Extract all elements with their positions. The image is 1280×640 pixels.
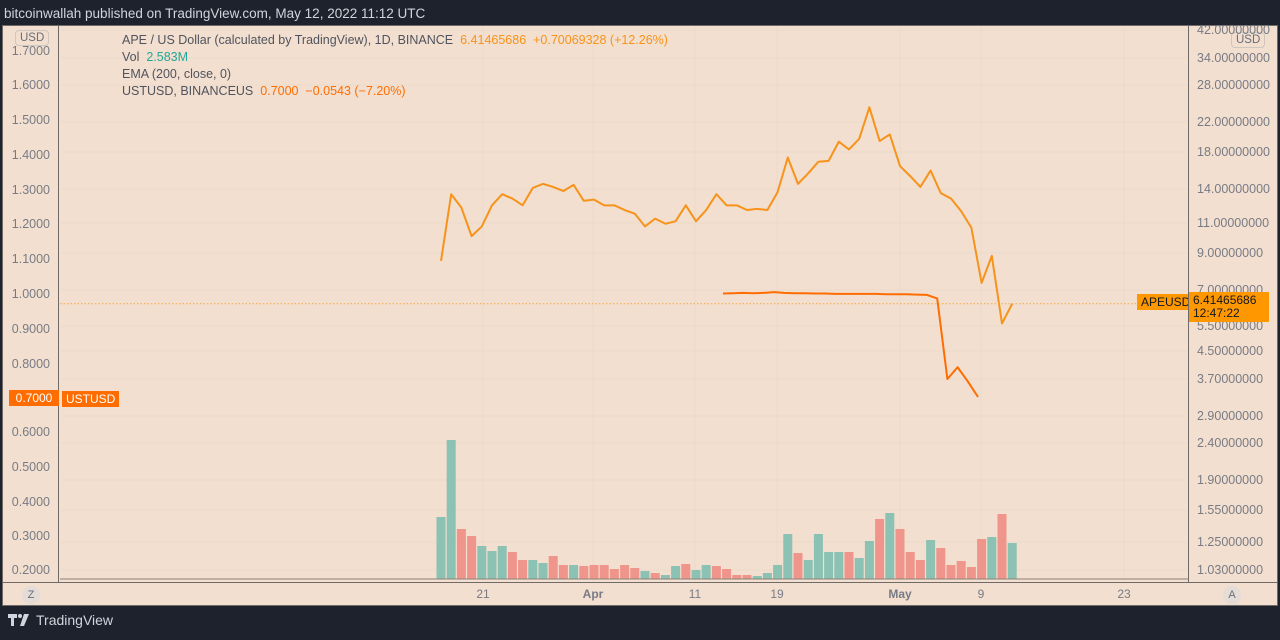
left-axis-tick: 0.2000 (11, 563, 50, 577)
left-axis-tick: 0.6000 (11, 425, 50, 439)
right-axis-tick: 1.03000000 (1197, 563, 1264, 577)
right-axis-tick: 42.00000000 (1197, 23, 1270, 37)
legend-ema[interactable]: EMA (200, close, 0) (122, 66, 668, 83)
left-axis-tick: 0.4000 (11, 495, 50, 509)
left-axis-tick: 0.3000 (11, 529, 50, 543)
legend-ust[interactable]: USTUSD, BINANCEUS 0.7000 −0.0543 (−7.20%… (122, 83, 668, 100)
right-price-axis[interactable]: USD 42.00000000 34.00000000 28.00000000 22.… (1188, 23, 1278, 582)
right-axis-tick: 28.00000000 (1197, 78, 1270, 92)
left-axis-tick: 1.3000 (11, 183, 50, 197)
right-axis-tick: 11.00000000 (1197, 216, 1270, 230)
ape-price: 6.41465686 (460, 33, 527, 47)
left-axis-tick: 0.5000 (11, 460, 50, 474)
time-axis-tick: May (888, 587, 912, 601)
right-axis-tick: 2.40000000 (1197, 436, 1264, 450)
ustusd-line-label: USTUSD (62, 391, 120, 407)
left-axis-tick: 1.1000 (11, 252, 50, 266)
right-axis-tick: 9.00000000 (1197, 246, 1264, 260)
ape-change: +0.70069328 (+12.26%) (533, 33, 668, 47)
time-axis-tick: 9 (977, 587, 985, 601)
apeusd-line-label: APEUSD (1137, 294, 1195, 310)
legend-ape[interactable]: APE / US Dollar (calculated by TradingVi… (122, 32, 668, 49)
zoom-reset-button[interactable]: Z (22, 586, 40, 604)
chart-canvas[interactable] (60, 26, 1188, 582)
chart-frame: USD 1.7000 1.6000 1.5000 1.4000 1.3000 1.2000… (2, 23, 1278, 606)
ape-price-tag-countdown: 12:47:22 (1193, 306, 1240, 320)
legend: APE / US Dollar (calculated by TradingVi… (122, 32, 668, 100)
right-axis-tick: 2.90000000 (1197, 409, 1264, 423)
left-axis-tick: 1.0000 (11, 287, 50, 301)
auto-scale-button[interactable]: A (1223, 586, 1241, 604)
footer-brand-text: TradingView (36, 612, 114, 628)
right-axis-tick: 3.70000000 (1197, 372, 1264, 386)
time-axis-tick: 19 (770, 587, 784, 601)
vol-label: Vol (122, 50, 140, 64)
ust-price: 0.7000 (260, 84, 299, 98)
time-axis-tick: 11 (688, 587, 702, 601)
right-axis-tick: 1.25000000 (1197, 535, 1264, 549)
legend-volume[interactable]: Vol 2.583M (122, 49, 668, 66)
right-axis-tick: 18.00000000 (1197, 145, 1270, 159)
left-axis-tick: 0.9000 (11, 322, 50, 336)
ust-change: −0.0543 (−7.20%) (305, 84, 406, 98)
time-axis-tick: Apr (582, 587, 604, 601)
tradingview-logo-icon (8, 614, 29, 626)
vol-value: 2.583M (146, 50, 189, 64)
right-axis-tick: 4.50000000 (1197, 344, 1264, 358)
right-unit-badge[interactable]: USD (1231, 32, 1266, 48)
right-axis-tick: 1.90000000 (1197, 473, 1264, 487)
ust-price-tag: 0.7000 (9, 390, 59, 406)
left-axis-tick: 1.2000 (11, 217, 50, 231)
left-axis-tick: 1.7000 (11, 44, 50, 58)
left-axis-tick: 1.6000 (11, 78, 50, 92)
publish-header: bitcoinwallah published on TradingView.c… (4, 6, 426, 21)
footer-brand[interactable]: TradingView (8, 612, 113, 628)
right-axis-tick: 1.55000000 (1197, 503, 1264, 517)
right-axis-tick: 5.50000000 (1197, 319, 1264, 333)
ust-title: USTUSD, BINANCEUS (122, 84, 254, 98)
ape-price-tag: 6.41465686 12:47:22 (1189, 292, 1269, 322)
left-unit-badge[interactable]: USD (15, 30, 50, 46)
ema-label: EMA (200, close, 0) (122, 67, 232, 81)
plot-area[interactable]: APE / US Dollar (calculated by TradingVi… (60, 26, 1195, 582)
time-axis[interactable]: Z 21 Apr 11 19 May 9 23 A (3, 582, 1277, 606)
time-axis-tick: 21 (476, 587, 490, 601)
time-axis-tick: 23 (1117, 587, 1131, 601)
right-axis-tick: 22.00000000 (1197, 115, 1270, 129)
left-price-axis[interactable]: USD 1.7000 1.6000 1.5000 1.4000 1.3000 1.2000… (3, 26, 59, 582)
ape-price-tag-value: 6.41465686 (1193, 293, 1257, 307)
ape-title: APE / US Dollar (calculated by TradingVi… (122, 33, 454, 47)
left-axis-tick: 1.5000 (11, 113, 50, 127)
left-axis-tick: 1.4000 (11, 148, 50, 162)
left-axis-tick: 0.8000 (11, 357, 50, 371)
right-axis-tick: 34.00000000 (1197, 51, 1270, 65)
right-axis-tick: 14.00000000 (1197, 182, 1270, 196)
